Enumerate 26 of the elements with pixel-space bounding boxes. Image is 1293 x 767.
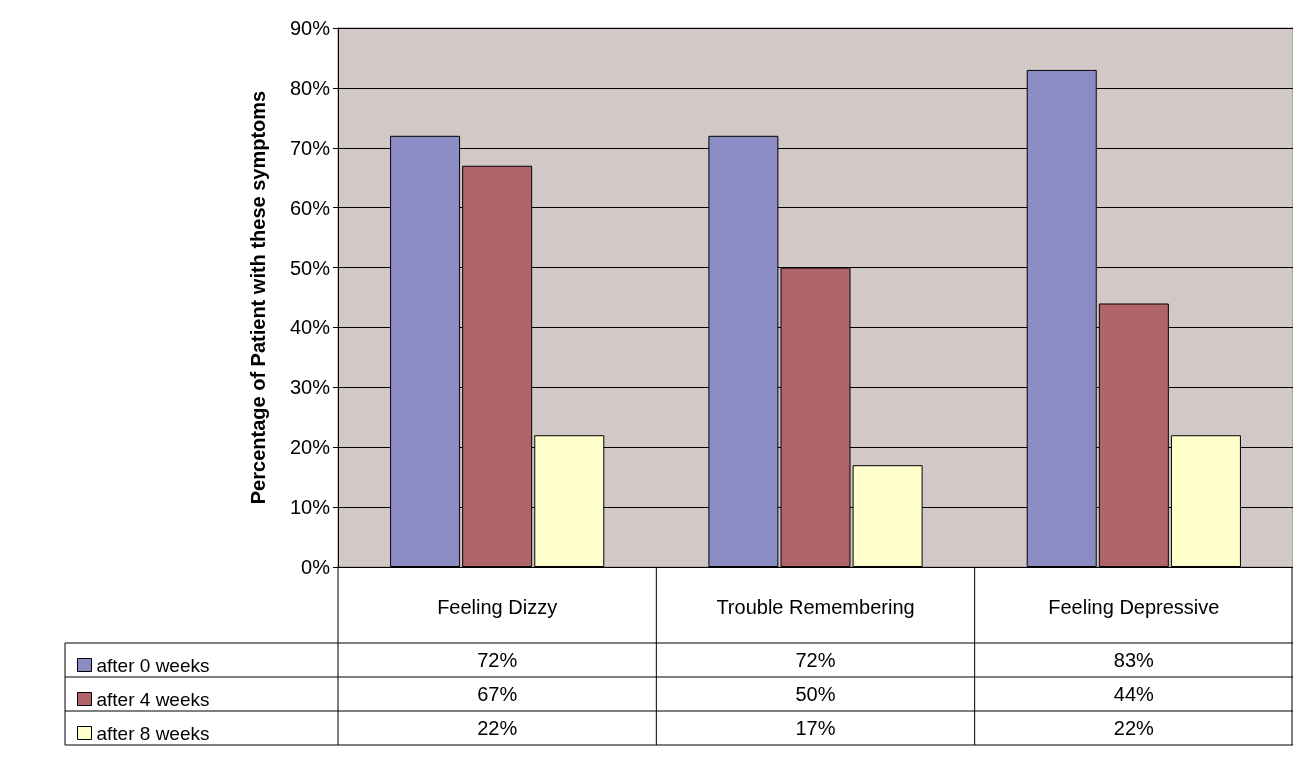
x-tick-label: Feeling Dizzy (437, 596, 558, 618)
y-tick-label: 70% (289, 136, 331, 159)
y-tick-label: 0% (301, 556, 331, 578)
data-label: 22% (1113, 717, 1155, 739)
legend-label: after 0 weeks (96, 654, 210, 676)
y-tick-label: 60% (289, 196, 331, 219)
y-tick-label: 10% (289, 496, 331, 519)
y-tick-label: 50% (289, 256, 331, 279)
data-label: 72% (795, 649, 836, 671)
y-axis-title: Percentage of Patient with these symptoms (247, 90, 269, 505)
data-label: 67% (477, 683, 518, 705)
data-label: 22% (477, 717, 518, 739)
y-tick-label: 20% (289, 436, 331, 459)
y-tick-label: 40% (289, 316, 331, 339)
y-tick-label: 30% (289, 376, 331, 399)
data-label: 17% (795, 717, 836, 739)
x-tick-label: Trouble Remembering (716, 596, 915, 618)
x-tick-label: Feeling Depressive (1048, 596, 1220, 618)
y-tick-label: 80% (289, 76, 331, 99)
legend-label: after 4 weeks (96, 688, 210, 710)
data-label: 44% (1113, 683, 1155, 705)
legend-label: after 8 weeks (96, 722, 210, 744)
data-label: 72% (477, 649, 518, 671)
data-label: 50% (795, 683, 836, 705)
y-tick-label: 90% (289, 17, 331, 39)
data-label: 83% (1113, 649, 1155, 671)
